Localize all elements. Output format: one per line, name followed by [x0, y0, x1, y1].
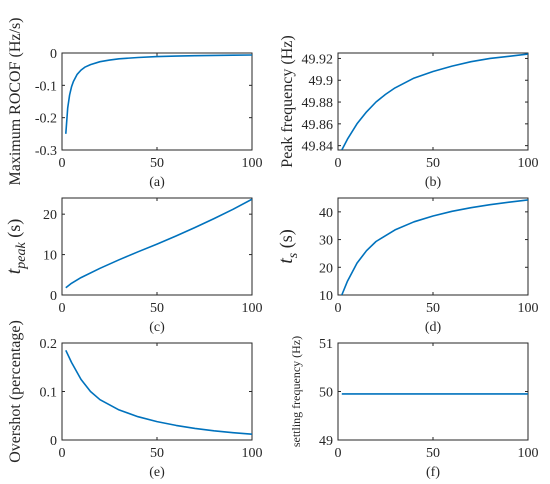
plot-frame	[61, 52, 253, 151]
y-axis-label: settling frequency (Hz)	[289, 336, 303, 447]
y-tick-label: 30	[319, 234, 333, 249]
y-axis-label-subscript: peak	[14, 241, 29, 269]
panel-caption: (e)	[149, 465, 165, 480]
panel-caption: (a)	[149, 175, 165, 190]
plot-frame	[61, 197, 253, 296]
panel-caption: (d)	[425, 320, 442, 335]
y-axis-label-symbol: t	[275, 258, 297, 264]
y-tick-label: 10	[43, 249, 57, 264]
y-tick-label: -0.3	[35, 144, 57, 159]
series-line	[65, 349, 252, 435]
panel-caption: (c)	[149, 320, 165, 335]
y-tick-label: 50	[319, 386, 333, 401]
y-axis-label: ts (s)	[275, 229, 301, 264]
plot-frame	[337, 197, 529, 296]
y-tick-label: 20	[319, 261, 333, 276]
y-axis-label: Peak frequency (Hz)	[279, 35, 296, 167]
plot-frame	[337, 342, 529, 441]
x-tick-label: 0	[335, 301, 342, 316]
panel-caption: (f)	[426, 465, 440, 480]
panel-e: 0 50 100 0 0.1 0.2 Overshot (percentage) (e)	[7, 320, 263, 480]
x-tick-label: 0	[335, 446, 342, 461]
y-tick-label: 49	[319, 434, 333, 449]
y-axis-label-subscript: s	[286, 252, 301, 258]
y-tick-label: 20	[43, 208, 57, 223]
y-axis-label-unit: (s)	[276, 229, 297, 253]
x-tick-label: 100	[518, 301, 539, 316]
x-tick-label: 0	[335, 156, 342, 171]
x-tick-label: 100	[518, 446, 539, 461]
x-tick-label: 100	[242, 156, 263, 171]
x-tick-label: 50	[426, 156, 440, 171]
y-tick-label: 49.88	[302, 96, 334, 111]
series-line	[65, 54, 252, 134]
x-tick-label: 100	[518, 156, 539, 171]
series-line	[341, 199, 528, 295]
x-tick-label: 0	[59, 301, 66, 316]
x-tick-label: 100	[242, 446, 263, 461]
y-tick-label: 10	[319, 289, 333, 304]
y-tick-label: 0	[50, 47, 57, 62]
y-tick-label: -0.2	[35, 112, 57, 127]
y-tick-label: 49.84	[302, 140, 334, 155]
x-tick-label: 50	[426, 446, 440, 461]
panel-c: 0 50 100 0 10 20 tpeak (s) (c)	[3, 197, 263, 335]
y-tick-label: 49.86	[302, 118, 334, 133]
panel-f: 0 50 100 49 50 51 settling frequency (Hz) (f)	[289, 336, 539, 480]
y-axis-label-symbol: t	[3, 268, 25, 274]
y-axis-label-unit: (s)	[4, 219, 25, 243]
y-tick-label: 49.92	[302, 52, 334, 67]
x-tick-label: 0	[59, 446, 66, 461]
plot-frame	[337, 52, 529, 151]
y-tick-label: 51	[319, 337, 333, 352]
x-tick-label: 100	[242, 301, 263, 316]
x-tick-label: 50	[150, 446, 164, 461]
y-axis-label: tpeak (s)	[3, 219, 29, 275]
y-tick-label: 0.1	[40, 386, 58, 401]
y-axis-label: Maximum ROCOF (Hz/s)	[7, 18, 24, 186]
y-tick-label: -0.1	[35, 79, 57, 94]
y-tick-label: 40	[319, 206, 333, 221]
y-axis-label: Overshot (percentage)	[7, 320, 24, 463]
panel-caption: (b)	[425, 175, 442, 190]
y-tick-label: 0.2	[40, 337, 58, 352]
y-tick-label: 0	[50, 434, 57, 449]
x-tick-label: 0	[59, 156, 66, 171]
x-tick-label: 50	[150, 156, 164, 171]
x-tick-label: 50	[426, 301, 440, 316]
series-line	[341, 53, 528, 150]
x-tick-label: 50	[150, 301, 164, 316]
y-tick-label: 49.9	[309, 74, 334, 89]
y-tick-label: 0	[50, 289, 57, 304]
panel-a: 0 50 100 0 -0.1 -0.2 -0.3 Maximum ROCOF (Hz/s) (…	[7, 18, 263, 191]
series-line	[65, 198, 252, 289]
panel-d: 0 50 100 10 20 30 40 ts (s) (d)	[275, 197, 539, 335]
panel-b: 0 50 100 49.84 49.86 49.88 49.9 49.92 Peak frequ…	[279, 35, 539, 190]
